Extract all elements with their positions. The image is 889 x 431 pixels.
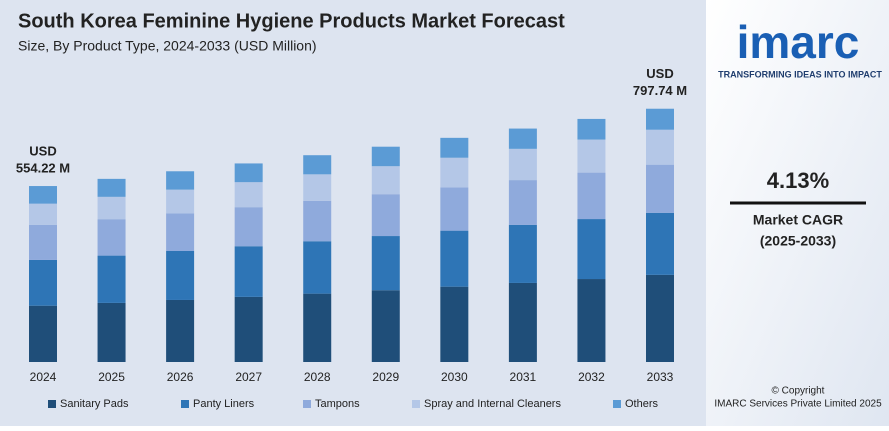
bar-segment: [577, 279, 606, 362]
bar-segment: [97, 255, 126, 303]
x-tick-label: 2032: [578, 370, 605, 384]
legend-swatch: [613, 400, 621, 408]
bar-segment: [440, 187, 469, 231]
bar-segment: [166, 189, 195, 214]
bar-segment: [371, 194, 400, 237]
value-label: USD: [29, 143, 56, 158]
bar-segment: [97, 302, 126, 362]
bar-segment: [440, 137, 469, 158]
cagr-label: Market CAGR: [753, 212, 843, 228]
bar-segment: [577, 139, 606, 173]
bar-segment: [234, 246, 263, 297]
bar-segment: [646, 129, 674, 165]
bar-segment: [166, 299, 195, 362]
bar-segment: [29, 203, 57, 225]
bar-segment: [577, 219, 606, 280]
x-tick-label: 2029: [372, 370, 399, 384]
bar-segment: [508, 224, 537, 283]
bar-segment: [303, 200, 332, 242]
side-panel: [706, 0, 889, 426]
bar-segment: [646, 108, 674, 130]
bar-segment: [97, 196, 126, 220]
x-tick-label: 2024: [30, 370, 57, 384]
chart-subtitle: Size, By Product Type, 2024-2033 (USD Mi…: [18, 38, 317, 54]
x-tick-label: 2027: [235, 370, 262, 384]
bar-segment: [303, 155, 332, 175]
copyright-holder: IMARC Services Private Limited 2025: [714, 399, 882, 410]
bar-segment: [29, 224, 57, 260]
legend-label: Panty Liners: [193, 398, 255, 410]
value-label: 797.74 M: [633, 83, 687, 98]
bar-segment: [371, 290, 400, 362]
x-tick-label: 2026: [167, 370, 194, 384]
bar-segment: [97, 178, 126, 197]
bar-segment: [166, 251, 195, 300]
bar-segment: [371, 146, 400, 167]
bar-segment: [508, 128, 537, 149]
bar-segment: [508, 180, 537, 225]
legend-swatch: [412, 400, 420, 408]
bar-segment: [303, 293, 332, 362]
bar-segment: [29, 186, 57, 204]
copyright: © Copyright: [772, 386, 825, 397]
legend-label: Sanitary Pads: [60, 398, 129, 410]
cagr-value: 4.13%: [767, 168, 829, 193]
logo: imarc: [737, 16, 860, 68]
legend-swatch: [303, 400, 311, 408]
value-label: 554.22 M: [16, 160, 70, 175]
bar-segment: [577, 172, 606, 220]
bar-segment: [29, 305, 57, 362]
bar-segment: [371, 236, 400, 291]
legend-label: Tampons: [315, 398, 360, 410]
x-tick-label: 2030: [441, 370, 468, 384]
bar-segment: [234, 296, 263, 362]
bar-segment: [577, 118, 606, 140]
cagr-period: (2025-2033): [760, 233, 836, 249]
legend-swatch: [181, 400, 189, 408]
bar-segment: [234, 182, 263, 208]
bar-segment: [440, 230, 469, 287]
x-tick-label: 2028: [304, 370, 331, 384]
x-tick-label: 2025: [98, 370, 125, 384]
bar-segment: [440, 286, 469, 362]
legend-swatch: [48, 400, 56, 408]
bar-segment: [234, 163, 263, 183]
bar-segment: [29, 259, 57, 306]
legend-label: Spray and Internal Cleaners: [424, 398, 561, 410]
bar-segment: [166, 213, 195, 252]
bar-segment: [646, 274, 674, 362]
x-tick-label: 2031: [510, 370, 537, 384]
bar-segment: [303, 241, 332, 294]
bar-segment: [303, 174, 332, 201]
bar-segment: [166, 171, 195, 190]
tagline: TRANSFORMING IDEAS INTO IMPACT: [718, 69, 882, 79]
bar-segment: [97, 219, 126, 256]
bar-segment: [234, 207, 263, 247]
x-tick-label: 2033: [647, 370, 674, 384]
chart-title: South Korea Feminine Hygiene Products Ma…: [18, 10, 565, 32]
legend-label: Others: [625, 398, 659, 410]
bar-segment: [371, 166, 400, 195]
bar-segment: [646, 212, 674, 275]
bar-segment: [646, 164, 674, 213]
bar-segment: [440, 157, 469, 188]
bar-segment: [508, 148, 537, 181]
bar-segment: [508, 282, 537, 362]
value-label: USD: [646, 66, 673, 81]
